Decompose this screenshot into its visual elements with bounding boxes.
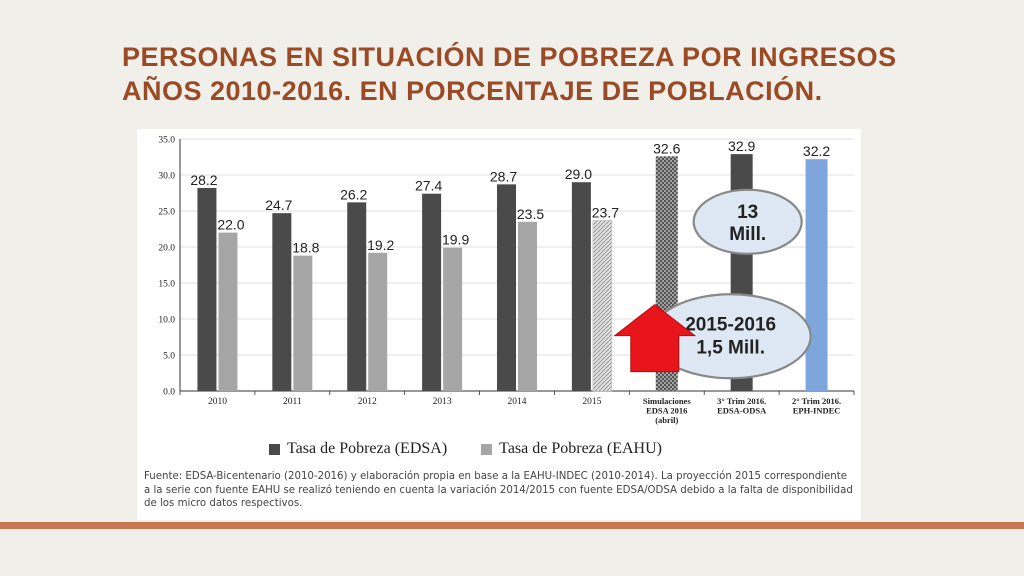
slide-title-line-2: años 2010-2016. En porcentaje de poblaci… [122, 76, 823, 106]
data-label: 24.7 [265, 197, 292, 213]
bar-edsa [347, 202, 367, 391]
y-tick-label: 5.0 [163, 352, 175, 362]
bar-edsa [422, 193, 442, 391]
y-tick-label: 25.0 [158, 208, 175, 218]
x-category-label: 2011 [283, 397, 302, 407]
data-label: 29.0 [565, 166, 592, 182]
bar-eahu [218, 232, 238, 391]
x-category-label-line: (abril) [655, 415, 678, 425]
legend-item-eahu: Tasa de Pobreza (EAHU) [481, 440, 662, 458]
data-label: 26.2 [340, 186, 367, 202]
data-label: 22.0 [217, 217, 244, 233]
data-label: 28.2 [190, 172, 217, 188]
bar-edsa [497, 184, 516, 391]
legend-item-edsa: Tasa de Pobreza (EDSA) [269, 440, 447, 458]
data-label: 32.6 [653, 140, 680, 156]
data-label: 18.8 [292, 240, 319, 256]
x-category-label: 2014 [508, 397, 527, 407]
annotation-text-15-mill: 1,5 Mill. [696, 337, 765, 358]
x-category-label: 3° Trim 2016. EDSA-ODSA [717, 396, 767, 416]
x-category-label-line: 2015 [582, 397, 601, 407]
annotation-text-13-mill: 13 [737, 202, 758, 223]
x-category-label-line: 3° Trim 2016. [717, 396, 766, 406]
bar-eahu [518, 221, 537, 391]
slide-title-line-1: Personas en situación de pobreza por ing… [122, 42, 897, 72]
x-category-label-line: 2011 [283, 397, 302, 407]
x-category-label: Simulaciones EDSA 2016 (abril) [643, 396, 691, 425]
bar-edsa [272, 213, 292, 391]
annotation-text-13-mill: Mill. [729, 224, 766, 245]
chart-panel: 0.0 5.0 10.0 15.0 20.0 25.0 30.0 35.0 2010 2011 20… [137, 129, 861, 520]
x-category-label-line: Simulaciones [643, 396, 691, 406]
slide-title: Personas en situación de pobreza por ing… [122, 40, 942, 108]
data-label: 27.4 [415, 178, 442, 194]
bottom-rule [0, 522, 1024, 529]
legend-label-edsa: Tasa de Pobreza (EDSA) [287, 440, 448, 457]
source-note: Fuente: EDSA-Bicentenario (2010-2016) y … [144, 471, 853, 509]
bar-eahu [293, 255, 313, 391]
annotation-ellipse-13-mill [692, 188, 803, 255]
data-label: 23.5 [517, 206, 544, 222]
y-tick-label: 15.0 [158, 280, 175, 290]
legend-swatch-eahu [481, 443, 493, 455]
x-category-label-line: EPH-INDEC [793, 406, 841, 416]
x-category-label-line: 2° Trim 2016. [792, 396, 841, 406]
x-category-label: 2010 [208, 397, 227, 407]
data-label: 19.9 [442, 232, 469, 248]
y-tick-label: 20.0 [158, 244, 175, 254]
bar-eahu [443, 247, 463, 391]
legend-swatch-edsa [269, 443, 280, 455]
data-label: 32.2 [803, 143, 830, 159]
bar-eahu [368, 252, 388, 391]
bar-edsa [197, 187, 217, 391]
bar-single [805, 159, 828, 391]
arrow-up-icon [613, 303, 697, 373]
bar-eahu [592, 220, 613, 392]
x-category-label-line: 2010 [208, 397, 227, 407]
annotation-text-15-mill: 2015-2016 [685, 314, 776, 335]
x-category-label-line: 2012 [358, 397, 377, 407]
data-label: 23.7 [592, 204, 619, 220]
data-label: 28.7 [490, 168, 517, 184]
y-tick-label: 35.0 [158, 136, 175, 146]
x-category-label-line: 2014 [508, 397, 527, 407]
poverty-bar-chart: 0.0 5.0 10.0 15.0 20.0 25.0 30.0 35.0 2010 2011 20… [158, 136, 855, 425]
x-category-label: 2013 [433, 397, 452, 407]
y-tick-label: 30.0 [158, 172, 175, 182]
y-tick-label: 10.0 [158, 316, 175, 326]
data-label: 32.9 [728, 138, 755, 154]
chart-legend: Tasa de Pobreza (EDSA) Tasa de Pobreza (… [269, 437, 696, 461]
legend-label-eahu: Tasa de Pobreza (EAHU) [499, 440, 662, 457]
y-tick-label: 0.0 [163, 388, 175, 398]
bar-edsa [571, 182, 591, 391]
x-category-label: 2° Trim 2016. EPH-INDEC [792, 396, 841, 416]
x-category-label: 2012 [358, 397, 377, 407]
x-category-label: 2015 [582, 397, 601, 407]
x-category-label-line: EDSA-ODSA [717, 406, 767, 416]
data-label: 19.2 [367, 237, 394, 253]
x-category-label-line: EDSA 2016 [646, 406, 687, 416]
x-category-label-line: 2013 [433, 397, 452, 407]
